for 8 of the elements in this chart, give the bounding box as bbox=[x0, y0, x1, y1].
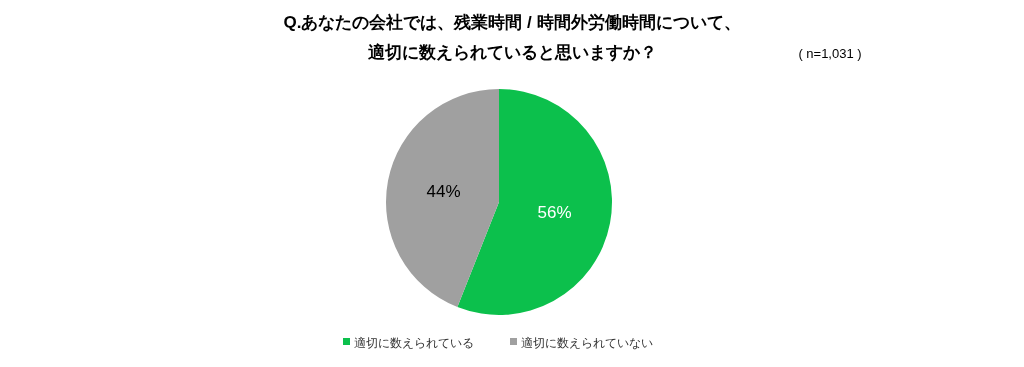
chart-title: Q.あなたの会社では、残業時間 / 時間外労働時間について、 bbox=[283, 13, 741, 32]
data-label: 56% bbox=[537, 203, 572, 223]
data-label: 44% bbox=[426, 181, 461, 201]
text: ( n=1,031 ) bbox=[798, 46, 862, 61]
pie-slice bbox=[386, 89, 499, 308]
legend-label: 適切に数えられていない bbox=[521, 336, 653, 350]
chart-subtitle: 適切に数えられていると思いますか？ bbox=[367, 43, 657, 62]
legend-label: 適切に数えられている bbox=[354, 336, 474, 350]
